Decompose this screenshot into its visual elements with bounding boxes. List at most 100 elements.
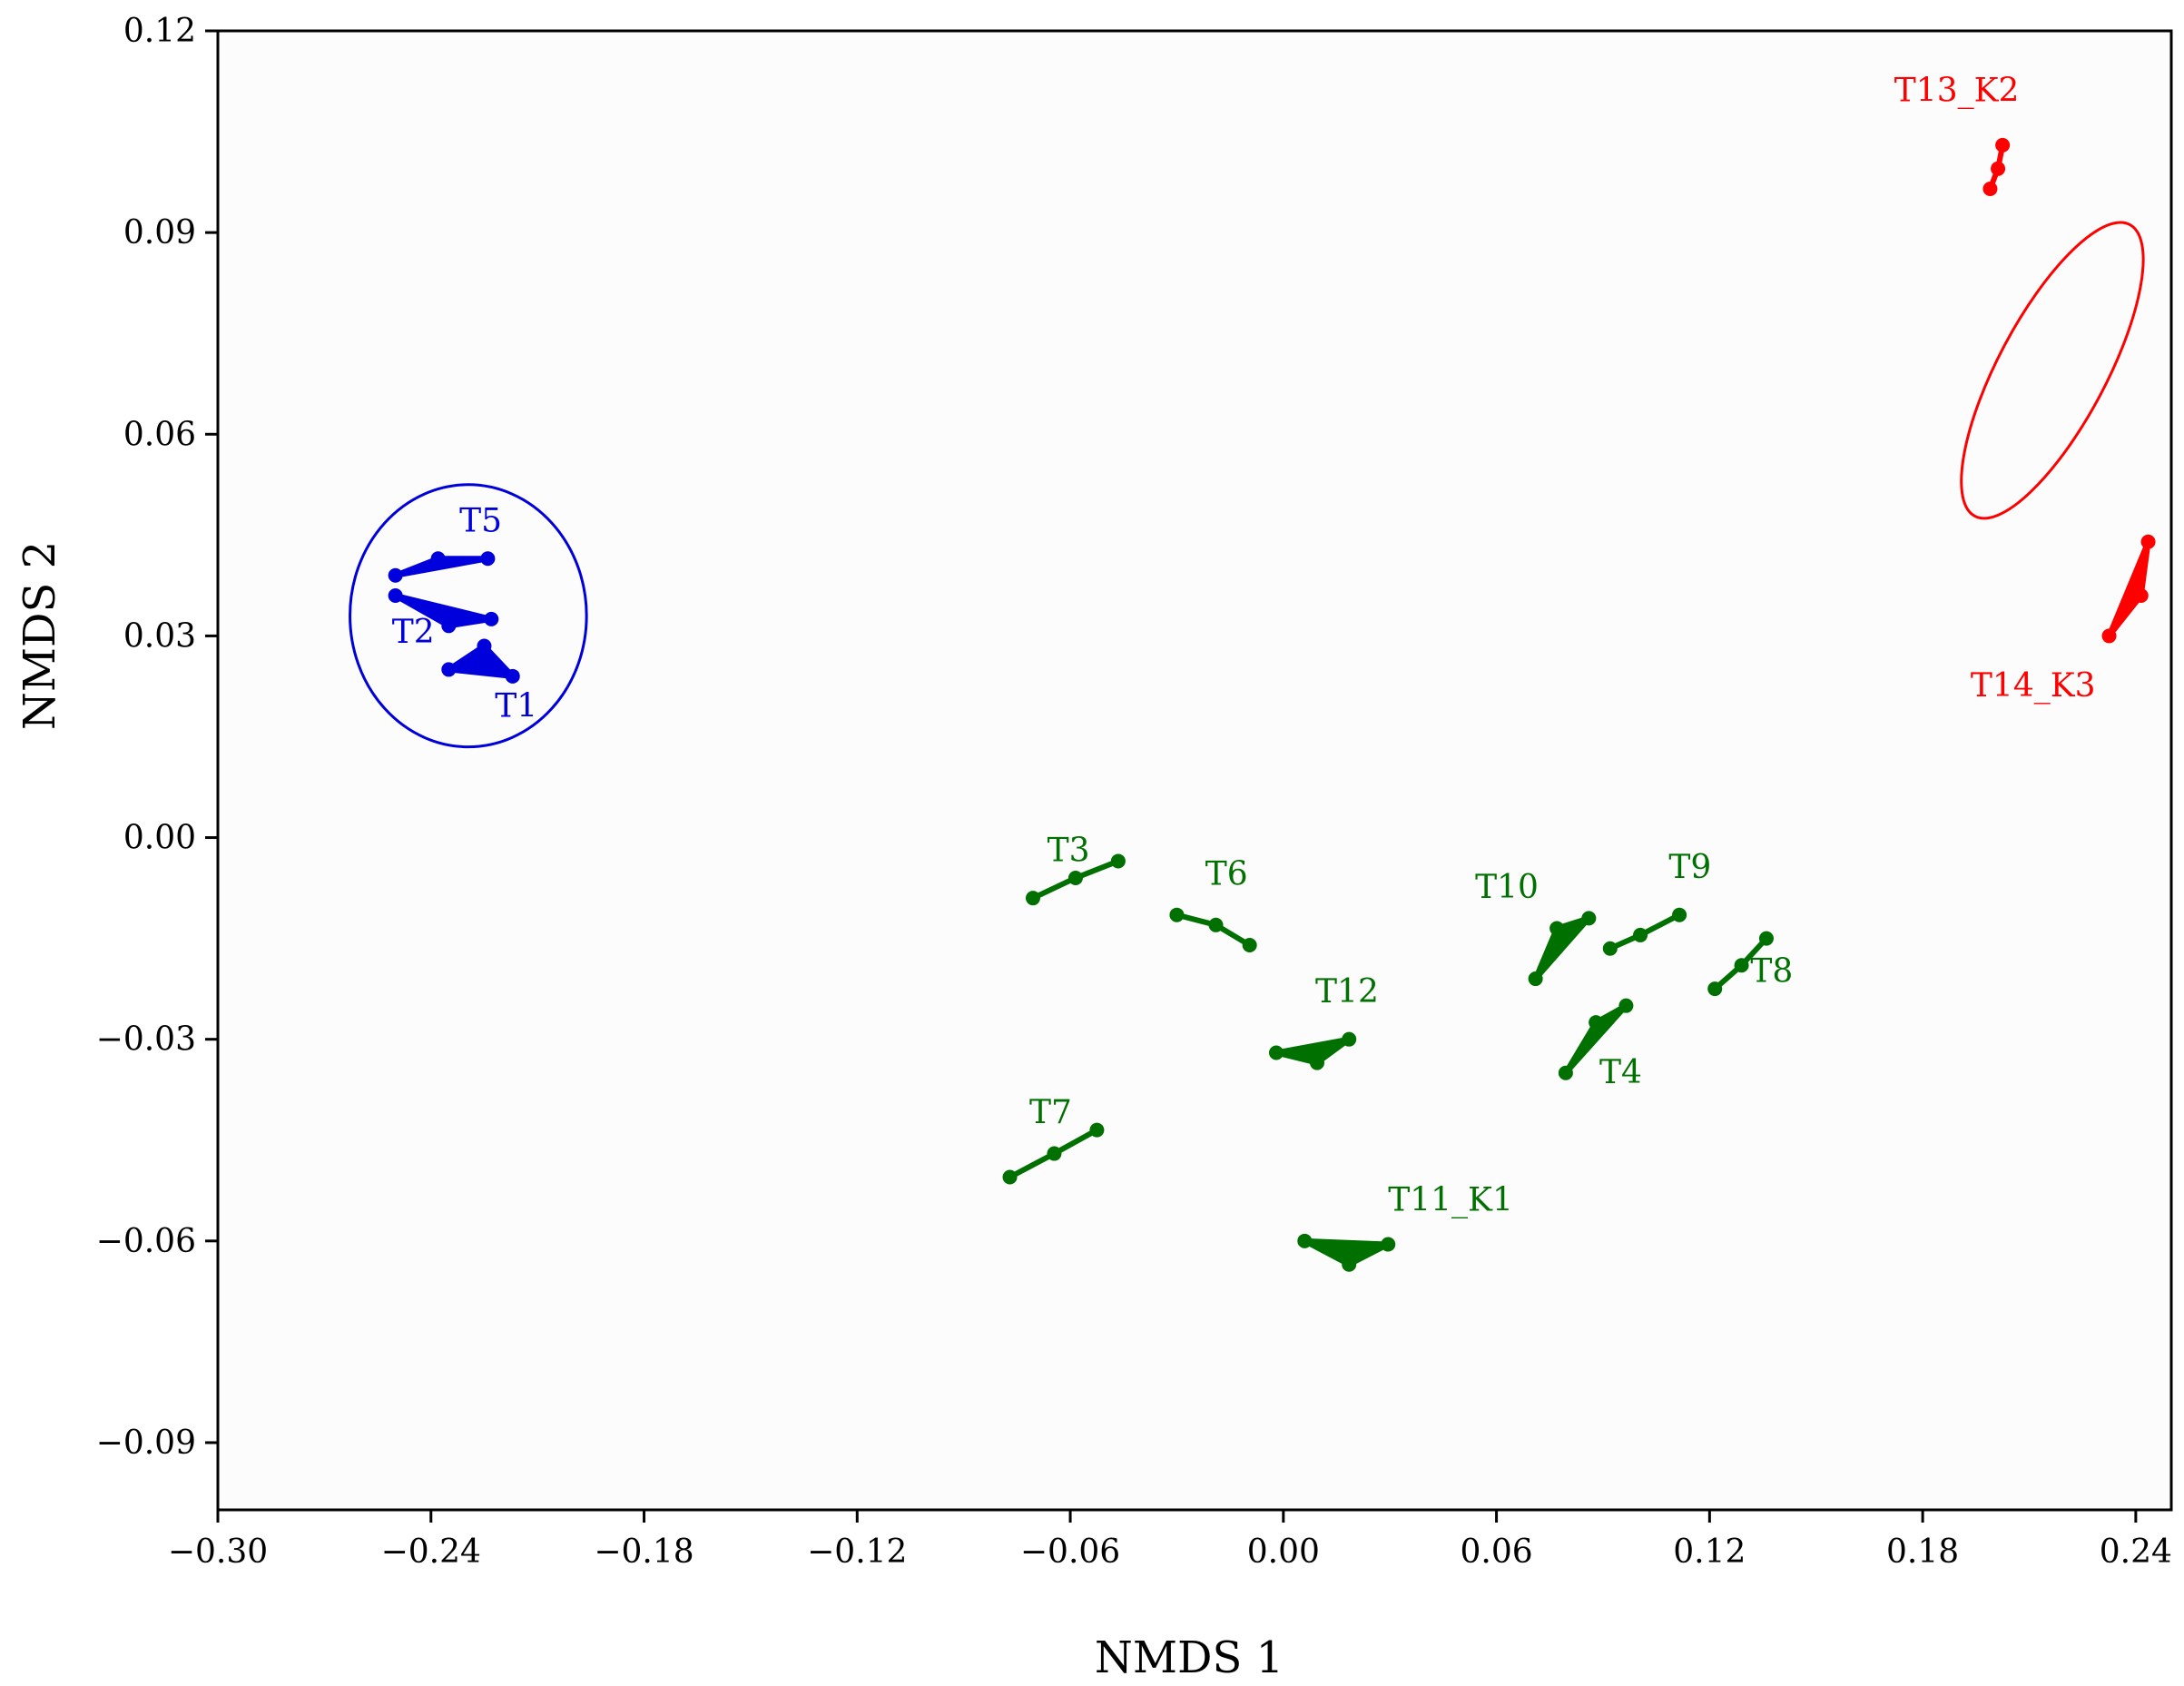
series-label: T10 [1475, 869, 1539, 906]
x-tick-label: 0.00 [1247, 1533, 1320, 1571]
series-label: T3 [1048, 832, 1090, 869]
series-T5 [388, 551, 496, 583]
series-shape [1302, 1237, 1392, 1267]
data-point [480, 551, 496, 567]
series-shape [446, 643, 516, 679]
data-point [1208, 917, 1224, 932]
data-point [388, 587, 403, 603]
data-point [1581, 911, 1597, 926]
data-point [477, 638, 492, 654]
data-point [1558, 1065, 1573, 1080]
x-tick-label: −0.12 [807, 1533, 907, 1571]
series-T2 [388, 587, 499, 634]
series-label: T8 [1750, 953, 1793, 991]
data-point [441, 662, 457, 677]
series-label: T2 [392, 614, 435, 651]
data-point [1242, 938, 1257, 953]
data-point [1110, 853, 1126, 869]
data-point [441, 618, 457, 634]
series-labels: T1 T2 T5 T13_K2 T14_K3 T3 T6 T10 T9 T8 T12 T4 T7 T11_… [392, 73, 2096, 1219]
series-label: T4 [1599, 1054, 1642, 1091]
y-tick-label: 0.12 [123, 13, 196, 50]
series-T6 [1169, 907, 1257, 953]
series-T1 [441, 638, 520, 684]
plot-area [216, 29, 2173, 1512]
data-point [1734, 958, 1749, 973]
data-point [2140, 534, 2156, 549]
series-label: T7 [1029, 1094, 1072, 1131]
y-tick-label: −0.06 [96, 1223, 196, 1260]
x-tick-label: −0.06 [1020, 1533, 1120, 1571]
group-ellipse-blue [349, 483, 588, 749]
series-T8 [1707, 931, 1774, 997]
x-tick-label: −0.30 [168, 1533, 268, 1571]
data-point [1089, 1122, 1105, 1138]
y-axis-title: NMDS 2 [15, 541, 65, 730]
data-point [1067, 870, 1083, 885]
series-T11_K1 [1297, 1233, 1396, 1272]
y-tick-label: 0.03 [123, 617, 196, 655]
series-T9 [1602, 907, 1687, 956]
data-point [1381, 1237, 1396, 1252]
series-label: T1 [495, 687, 537, 725]
data-point [1707, 981, 1723, 997]
x-tick-label: 0.18 [1886, 1533, 1959, 1571]
data-point [1602, 941, 1618, 956]
data-point [1758, 931, 1774, 946]
data-point [2133, 587, 2149, 603]
series-T12 [1268, 1031, 1357, 1070]
data-point [484, 611, 499, 626]
series-shape [1562, 1002, 1629, 1076]
series-label: T14_K3 [1971, 667, 2096, 705]
data-point [388, 567, 403, 583]
data-point [1549, 921, 1565, 936]
series-shape [392, 592, 495, 629]
x-tick-label: 0.24 [2100, 1533, 2172, 1571]
data-point [1002, 1169, 1018, 1185]
x-tick-label: 0.12 [1673, 1533, 1746, 1571]
data-point [1991, 161, 2006, 176]
y-tick-label: 0.00 [123, 820, 196, 857]
group-ellipses [349, 221, 2145, 749]
data-point [1342, 1257, 1357, 1272]
series-shape [2106, 538, 2151, 639]
series-T3 [1025, 853, 1126, 906]
y-tick-label: 0.09 [123, 214, 196, 251]
data-point [1589, 1015, 1604, 1030]
x-tick-label: 0.06 [1461, 1533, 1533, 1571]
series-T7 [1002, 1122, 1105, 1185]
data-point [1309, 1055, 1324, 1070]
y-tick-label: −0.09 [96, 1425, 196, 1462]
series-shape [1532, 915, 1592, 982]
series-T4 [1558, 998, 1634, 1080]
series-shape [1273, 1036, 1353, 1066]
data-point [1618, 998, 1634, 1013]
group-ellipse-red [1960, 221, 2145, 520]
series-T13_K2 [1982, 137, 2011, 197]
series-label: T13_K2 [1894, 73, 2020, 110]
data-point [1995, 137, 2011, 153]
data-point [1633, 927, 1648, 942]
series-label: T11_K1 [1388, 1181, 1513, 1218]
y-tick-label: −0.03 [96, 1021, 196, 1059]
data-point [1047, 1146, 1062, 1161]
series-label: T5 [459, 503, 502, 540]
series-T10 [1528, 911, 1597, 987]
series-label: T12 [1315, 973, 1379, 1011]
series-T14_K3 [2101, 534, 2156, 644]
data-point [1982, 182, 1998, 197]
data-point [1169, 907, 1185, 922]
series-label: T9 [1668, 849, 1711, 886]
x-axis-title: NMDS 1 [1095, 1632, 1284, 1683]
data-point [505, 668, 520, 684]
data-point [1025, 891, 1040, 906]
series-label: T6 [1205, 855, 1248, 892]
data-point [430, 551, 446, 567]
data-point [1268, 1045, 1284, 1060]
axes-layer: −0.30 −0.24 −0.18 −0.12 −0.06 0.00 0.06 0.12 0.1… [96, 13, 2172, 1571]
x-tick-label: −0.24 [381, 1533, 481, 1571]
series-shape [392, 556, 491, 578]
data-point [1672, 907, 1687, 922]
y-tick-label: 0.06 [123, 416, 196, 453]
